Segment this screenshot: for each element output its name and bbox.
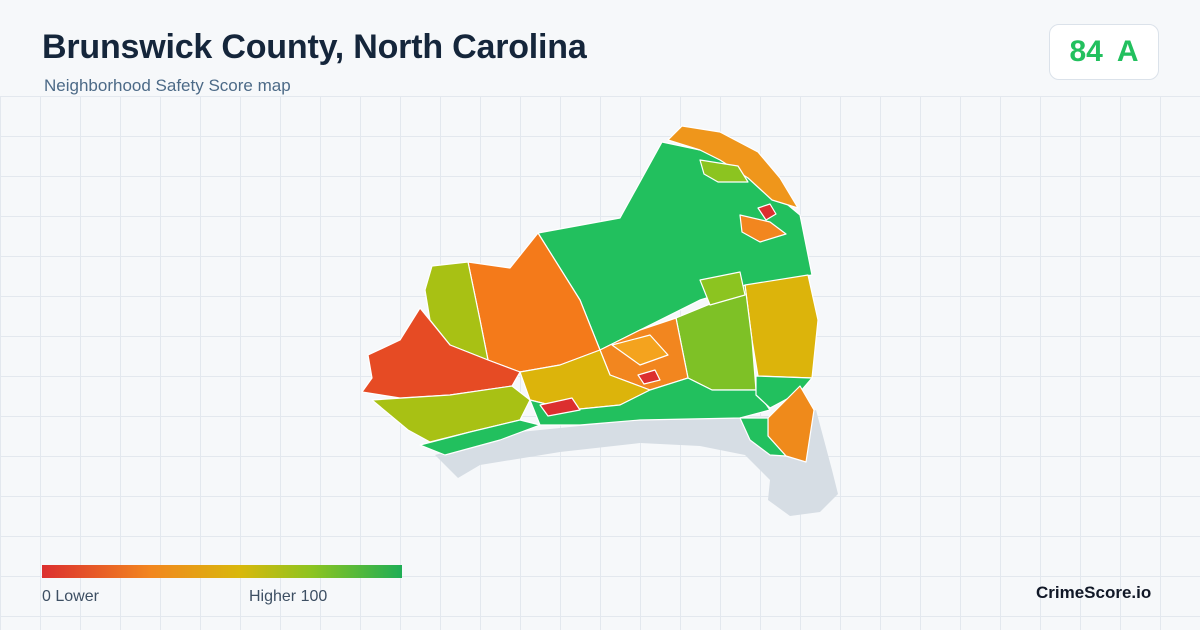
safety-score-badge: 84 A [1049,24,1159,80]
score-grade: A [1116,35,1139,68]
region-northeast-small[interactable] [739,214,787,243]
page-subtitle: Neighborhood Safety Score map [44,76,291,95]
region-northeast-lime[interactable] [699,271,746,306]
legend-max-label: Higher 100 [249,588,328,605]
region-southeast-green[interactable] [739,417,787,457]
header: Brunswick County, North Carolina Neighbo… [0,0,1200,96]
region-coast-red[interactable] [539,397,581,417]
score-value: 84 [1069,35,1103,68]
region-central-small-orange[interactable] [611,334,669,366]
region-north-lime[interactable] [699,159,749,183]
region-east-yellow[interactable] [744,274,819,379]
region-central-red[interactable] [637,369,661,385]
water-area [435,410,838,516]
brand-name: CrimeScore.io [1036,583,1152,602]
legend-min-label: 0 Lower [42,588,99,605]
page-title: Brunswick County, North Carolina [42,28,587,66]
region-east-coast-green[interactable] [755,375,813,409]
region-northeast-red[interactable] [757,203,777,221]
legend-color-scale [42,565,402,578]
